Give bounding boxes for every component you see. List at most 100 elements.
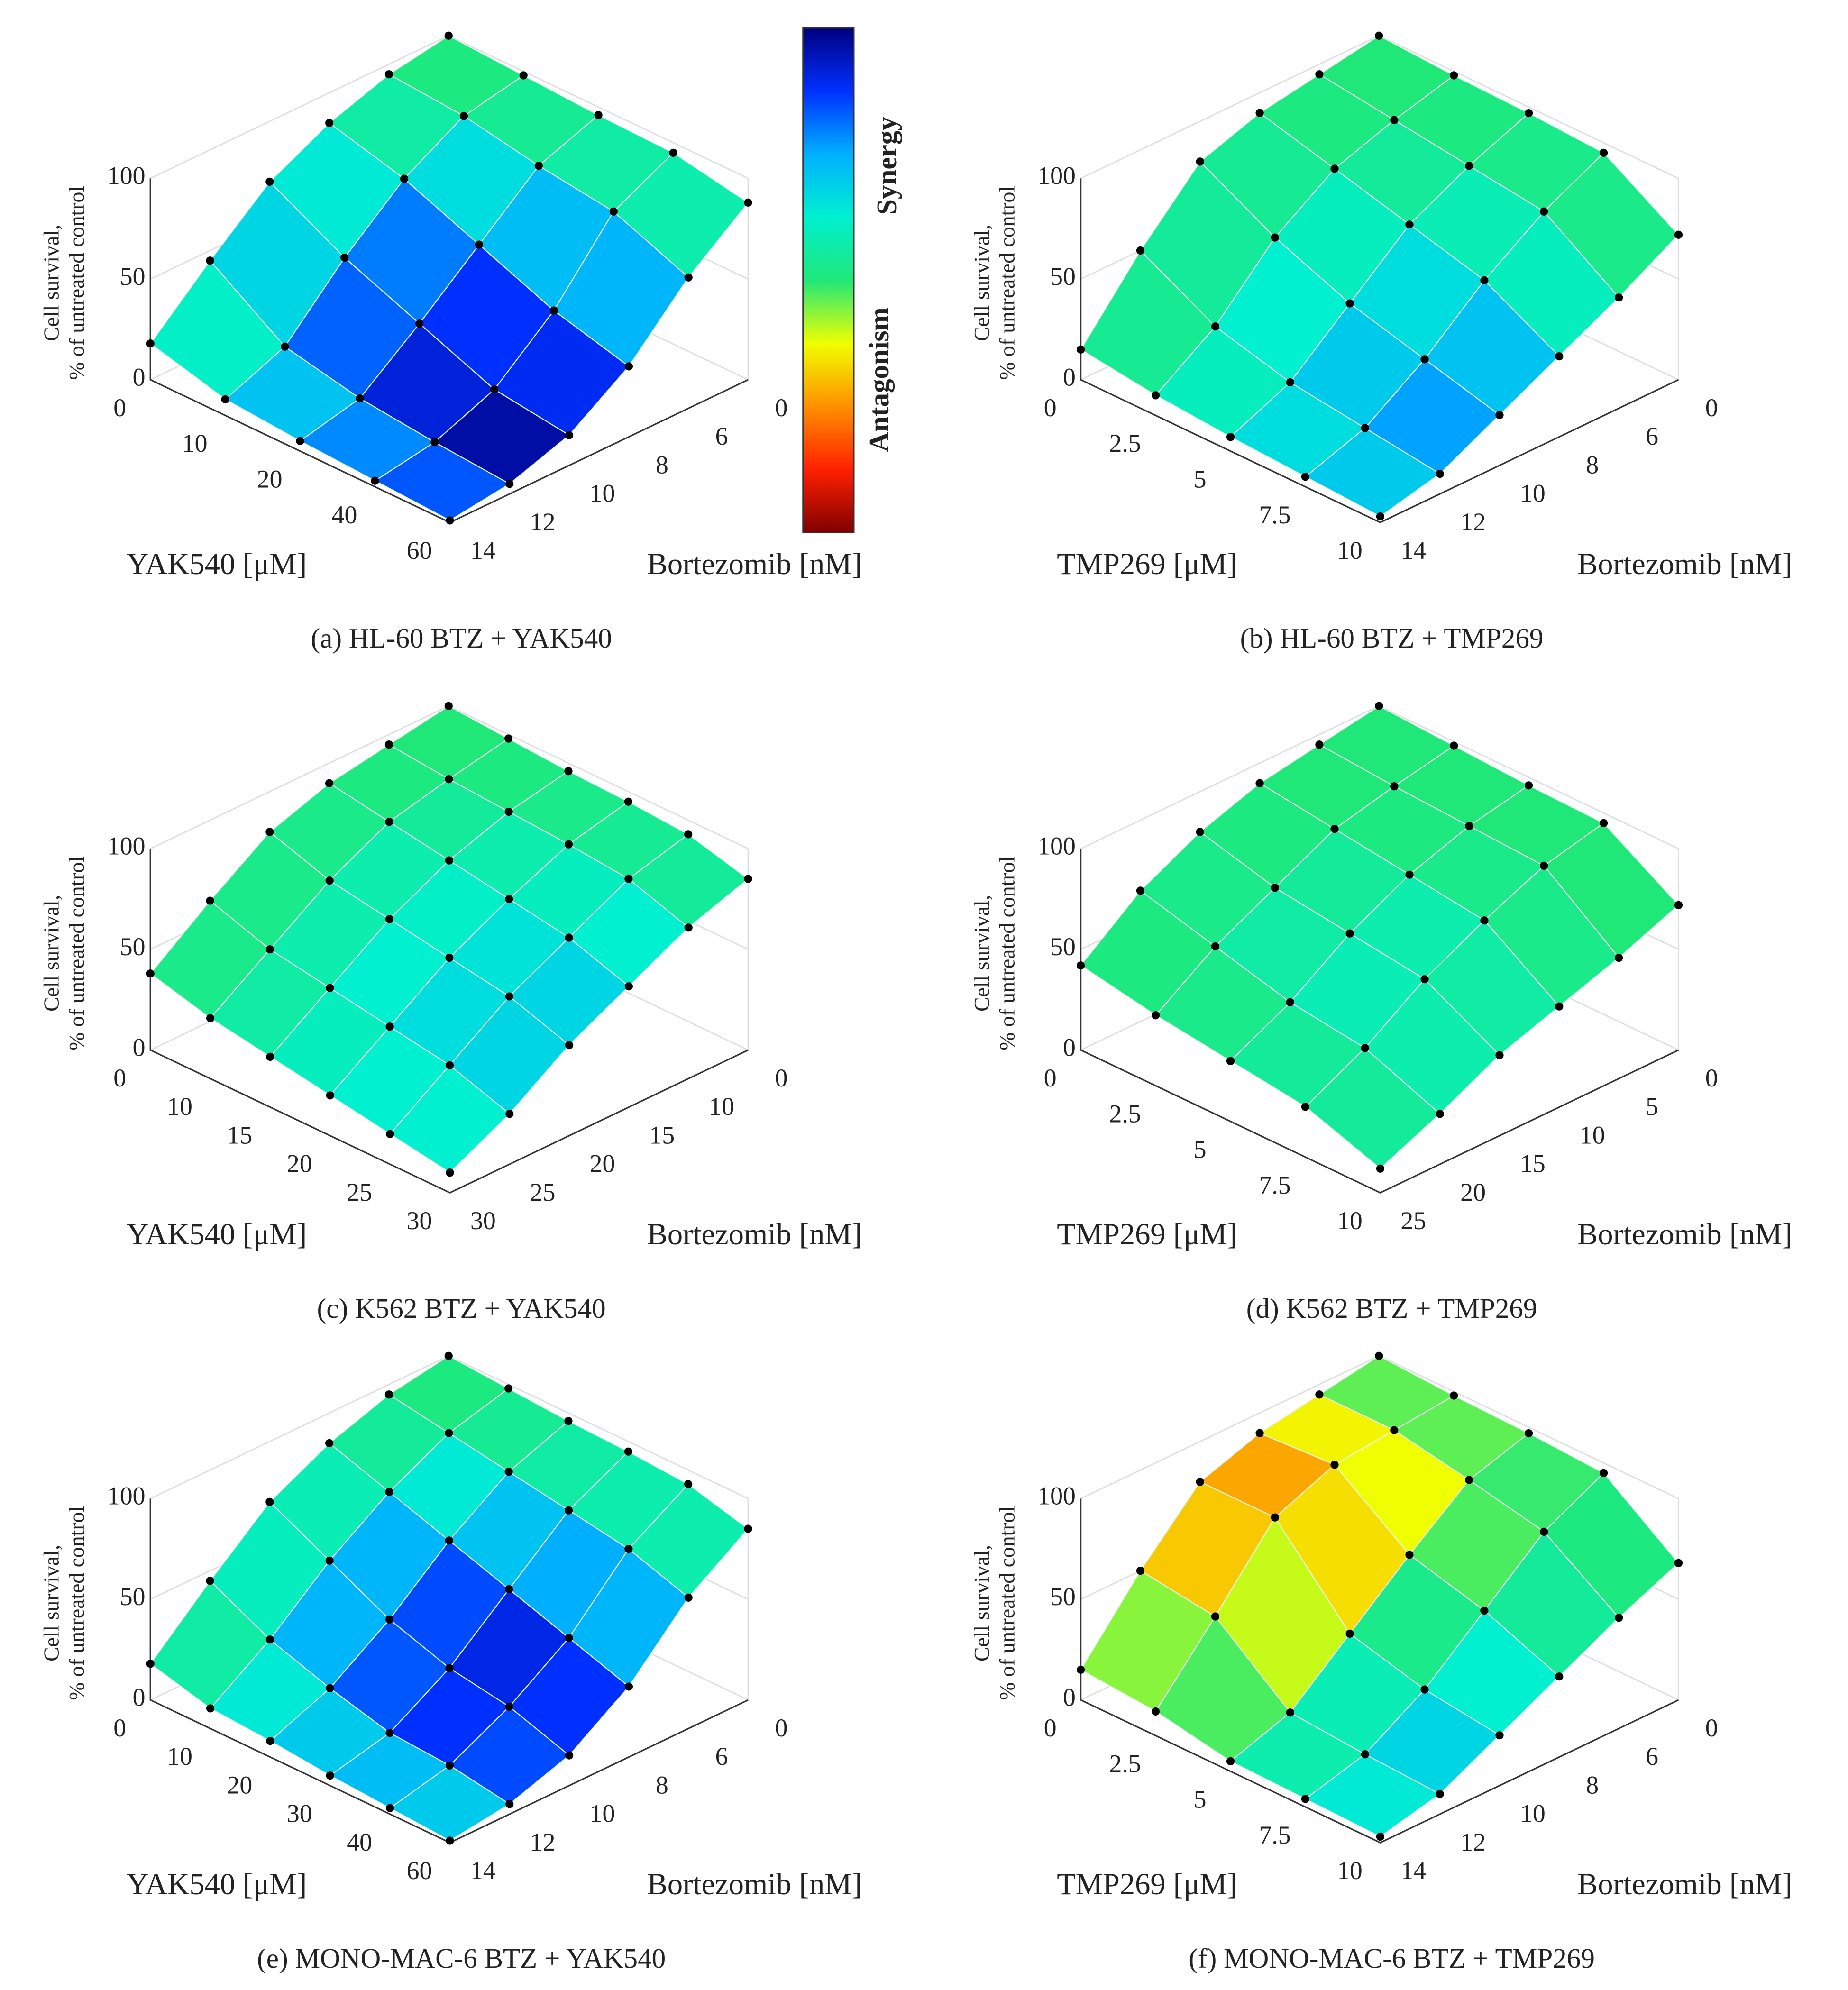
- caption: (f) MONO-MAC-6 BTZ + TMP269: [1189, 1943, 1595, 1974]
- colorbar: [802, 27, 855, 534]
- data-point: [1136, 1566, 1145, 1575]
- y-tick-label: 8: [656, 450, 668, 479]
- y-axis-label: Bortezomib [nM]: [647, 1217, 862, 1251]
- data-point: [1196, 1478, 1204, 1486]
- y-tick-label: 0: [1705, 393, 1718, 422]
- data-point: [1211, 322, 1220, 331]
- axis-line: [149, 849, 749, 1194]
- y-tick-label: 20: [1460, 1178, 1486, 1206]
- x-tick-label: 20: [257, 465, 283, 493]
- z-axis-label: Cell survival,: [970, 895, 994, 1012]
- z-axis-label: Cell survival,: [970, 225, 994, 341]
- x-tick-label: 10: [182, 429, 208, 457]
- data-point: [1540, 861, 1548, 870]
- y-tick-label: 8: [656, 1771, 668, 1799]
- data-point: [1615, 953, 1623, 962]
- data-point: [1405, 1551, 1414, 1559]
- y-tick-label: 12: [530, 1828, 556, 1856]
- y-tick-label: 15: [1520, 1150, 1546, 1178]
- data-point: [266, 1052, 274, 1061]
- data-point: [265, 828, 274, 836]
- data-point: [1375, 702, 1383, 710]
- z-tick-label: 100: [1037, 832, 1076, 860]
- y-tick-label: 10: [590, 1799, 615, 1828]
- data-point: [519, 71, 528, 80]
- y-tick-label: 14: [470, 1856, 496, 1885]
- data-point: [1136, 246, 1145, 255]
- y-tick-label: 14: [1400, 1856, 1426, 1885]
- z-axis-label: % of untreated control: [64, 856, 89, 1050]
- data-point: [1495, 1731, 1504, 1740]
- data-point: [265, 1497, 274, 1506]
- data-point: [1540, 207, 1548, 216]
- x-tick-label: 30: [407, 1206, 432, 1235]
- y-tick-label: 0: [775, 393, 787, 422]
- data-point: [1375, 1351, 1383, 1360]
- axis-line: [149, 178, 749, 523]
- data-point: [1226, 1057, 1235, 1065]
- data-point: [325, 1556, 334, 1565]
- data-point: [385, 1022, 394, 1031]
- x-axis-label: TMP269 [μM]: [1057, 547, 1237, 581]
- z-axis-label: % of untreated control: [64, 1506, 89, 1700]
- data-point: [1211, 942, 1220, 951]
- data-point: [340, 253, 349, 262]
- data-point: [326, 1771, 334, 1780]
- data-point: [1196, 157, 1204, 166]
- data-point: [1301, 1103, 1310, 1111]
- data-point: [1361, 1044, 1369, 1052]
- data-point: [565, 1634, 573, 1642]
- colorbar-label: Antagonism: [863, 307, 895, 452]
- data-point: [1480, 916, 1489, 925]
- data-point: [534, 162, 543, 170]
- z-axis-label: % of untreated control: [995, 856, 1019, 1050]
- x-tick-label: 7.5: [1259, 501, 1290, 529]
- y-tick-label: 8: [1586, 1771, 1599, 1799]
- data-point: [1599, 1469, 1608, 1477]
- data-point: [265, 177, 274, 186]
- data-point: [609, 207, 618, 216]
- data-point: [1674, 901, 1683, 909]
- data-point: [206, 896, 214, 905]
- z-axis-label: Cell survival,: [39, 225, 63, 341]
- data-point: [1599, 148, 1608, 157]
- data-point: [1390, 782, 1399, 791]
- data-point: [1255, 779, 1264, 787]
- data-point: [624, 797, 632, 806]
- data-point: [1420, 355, 1429, 364]
- data-point: [206, 1014, 215, 1022]
- data-point: [325, 876, 334, 885]
- data-point: [744, 1524, 752, 1533]
- data-point: [1615, 1614, 1623, 1622]
- y-tick-label: 0: [775, 1714, 787, 1742]
- x-axis-label: TMP269 [μM]: [1057, 1867, 1237, 1901]
- data-point: [490, 385, 499, 394]
- data-point: [430, 438, 439, 447]
- y-tick-label: 6: [715, 1742, 728, 1771]
- x-tick-label: 20: [287, 1150, 312, 1178]
- data-point: [385, 1488, 393, 1496]
- data-point: [505, 1110, 514, 1118]
- y-axis-label: Bortezomib [nM]: [647, 1867, 862, 1901]
- data-point: [206, 256, 214, 265]
- data-point: [296, 437, 304, 446]
- data-point: [505, 1800, 514, 1808]
- data-point: [1345, 929, 1354, 938]
- z-tick-label: 100: [1037, 162, 1076, 190]
- z-tick-label: 0: [133, 1033, 146, 1061]
- caption: (a) HL-60 BTZ + YAK540: [311, 622, 612, 654]
- data-point: [1420, 1685, 1429, 1694]
- data-point: [1375, 31, 1383, 40]
- data-point: [1286, 1708, 1294, 1717]
- data-point: [1555, 352, 1564, 361]
- data-point: [505, 480, 514, 488]
- data-point: [445, 775, 453, 784]
- axis-line: [1080, 178, 1679, 523]
- z-tick-label: 0: [1063, 1033, 1076, 1061]
- caption: (e) MONO-MAC-6 BTZ + YAK540: [257, 1943, 666, 1974]
- data-point: [1450, 741, 1458, 750]
- data-point: [1345, 1629, 1354, 1638]
- data-point: [385, 1729, 394, 1737]
- y-tick-label: 10: [1580, 1121, 1605, 1149]
- data-point: [445, 1536, 453, 1545]
